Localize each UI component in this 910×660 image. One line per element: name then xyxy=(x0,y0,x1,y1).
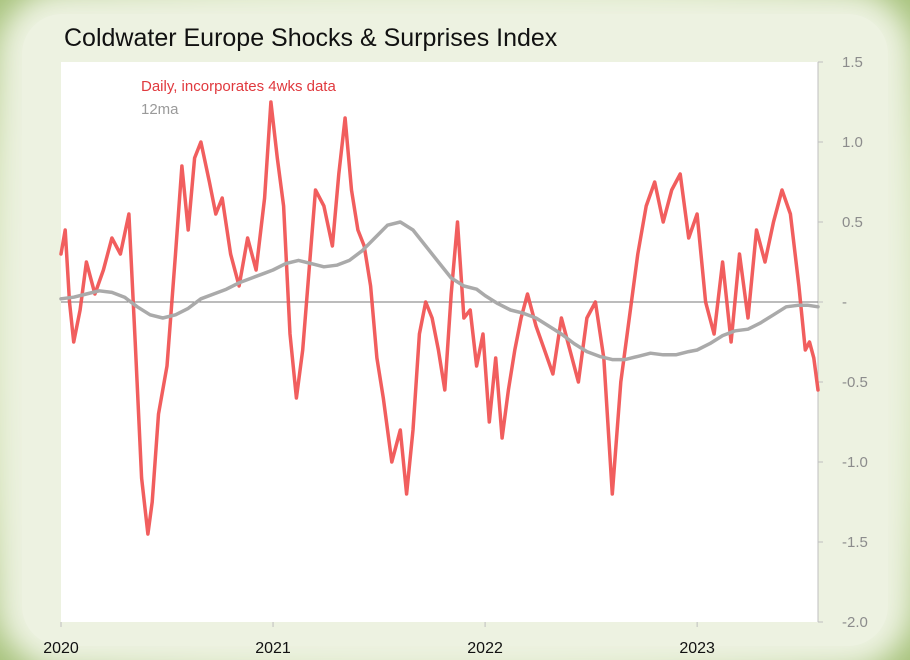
y-tick-label: 0.5 xyxy=(842,214,863,231)
chart-title: Coldwater Europe Shocks & Surprises Inde… xyxy=(64,24,558,52)
x-tick-label: 2020 xyxy=(43,640,79,657)
y-tick-label: -1.5 xyxy=(842,534,868,551)
y-tick-label: 1.5 xyxy=(842,54,863,71)
x-tick-label: 2023 xyxy=(679,640,715,657)
plot-area xyxy=(61,62,818,622)
legend-daily: Daily, incorporates 4wks data xyxy=(141,78,336,95)
y-tick-label: -2.0 xyxy=(842,614,868,631)
daily-series-line xyxy=(59,100,820,536)
y-tick-label: 1.0 xyxy=(842,134,863,151)
ma-series-line xyxy=(59,220,820,362)
x-tick-label: 2021 xyxy=(255,640,291,657)
y-tick-label: -0.5 xyxy=(842,374,868,391)
y-tick-label: -1.0 xyxy=(842,454,868,471)
y-tick-label: - xyxy=(842,294,847,311)
x-tick-label: 2022 xyxy=(467,640,503,657)
legend-ma: 12ma xyxy=(141,101,179,118)
